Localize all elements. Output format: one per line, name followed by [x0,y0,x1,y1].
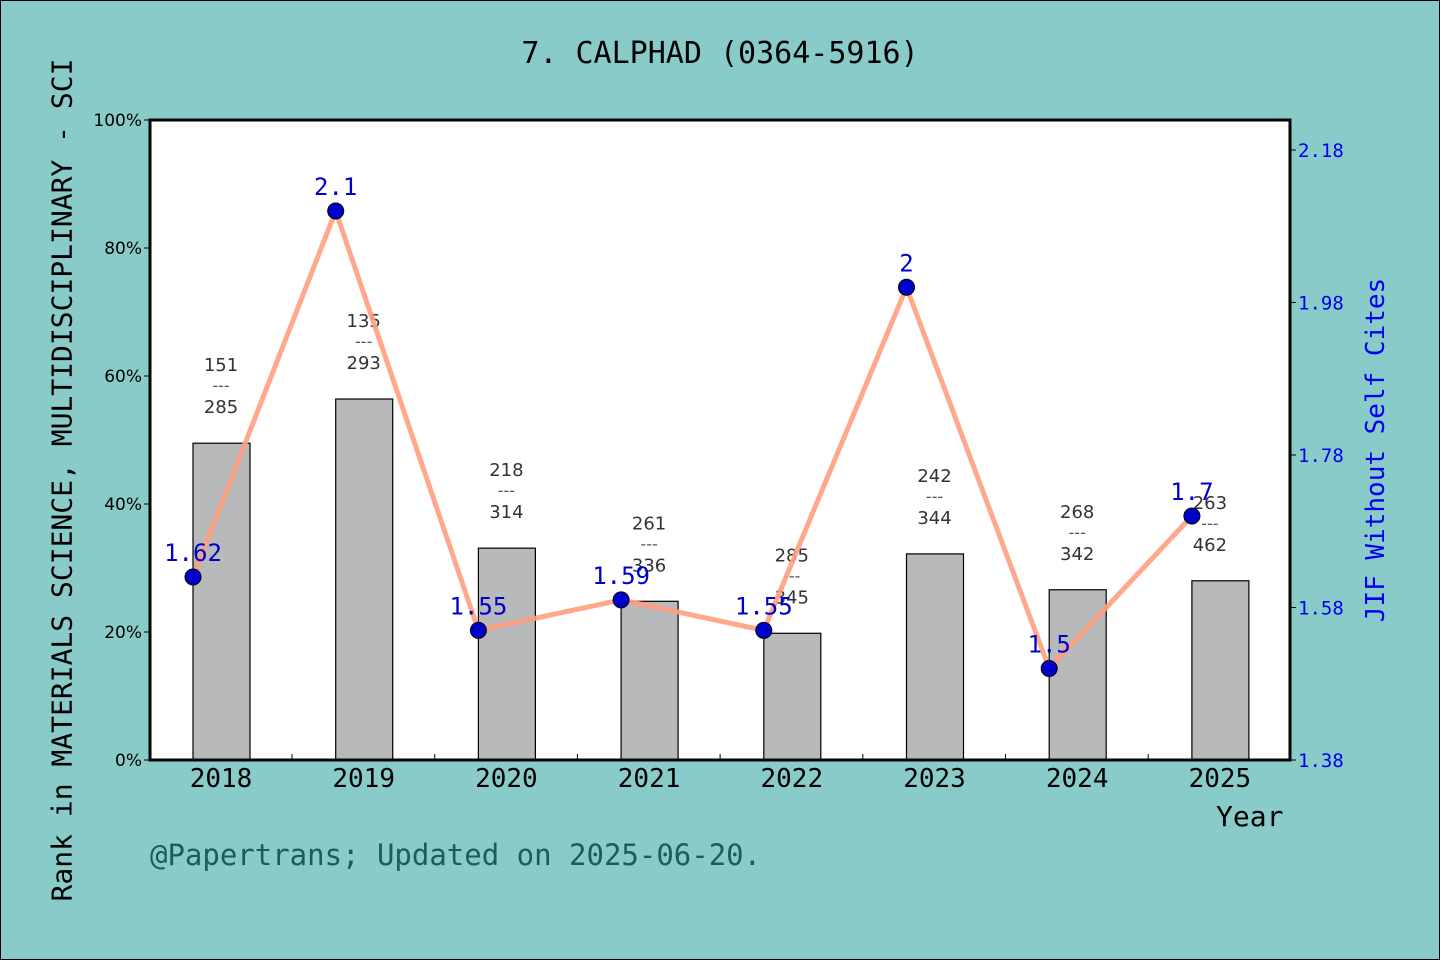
jif-value-2025: 1.7 [1170,478,1213,506]
y-axis-right-label: JIF Without Self Cites [1361,277,1391,623]
plot-area [150,120,1290,760]
rank-divider: --- [1069,523,1086,542]
jif-marker-2023 [898,278,915,296]
bar-2019 [335,398,394,761]
jif-value-2024: 1.5 [1028,631,1071,659]
bar-2018 [192,442,251,761]
bar-2021 [620,600,679,761]
x-tick-label-2019: 2019 [332,764,395,794]
x-axis-label: Year [1216,800,1284,833]
rank-total-2024: 342 [1060,544,1094,565]
y-tick-label: 60% [104,367,142,387]
x-tick-label-2018: 2018 [190,764,253,794]
jif-marker-2019 [327,202,345,220]
y-tick-label: 20% [104,623,142,643]
y-axis-left-label: Rank in MATERIALS SCIENCE, MULTIDISCIPLI… [45,58,79,902]
x-tick-label-2023: 2023 [903,764,966,794]
x-tick-label-2020: 2020 [475,764,538,794]
chart-title: 7. CALPHAD (0364-5916) [521,36,919,71]
jif-value-2023: 2 [899,249,913,277]
rank-divider: --- [498,481,515,500]
jif-line [190,203,1194,674]
rank-label-2022: 285 [775,545,809,566]
rank-label-2020: 218 [489,460,523,481]
jif-value-2018: 1.62 [164,539,222,567]
rank-divider: --- [212,376,229,395]
y-tick-label: 100% [93,111,142,131]
x-tick-label-2021: 2021 [618,764,681,794]
y-tick-label: 80% [104,239,142,259]
x-tick-label-2022: 2022 [760,764,823,794]
rank-divider: --- [640,534,657,553]
rank-total-2021: 336 [632,555,666,576]
bar-2025 [1191,580,1250,761]
jif-marker-2022 [755,621,773,639]
rank-label-2024: 268 [1060,502,1094,523]
rank-total-2025: 462 [1193,535,1227,556]
rank-total-2018: 285 [204,397,238,418]
x-tick-label-2024: 2024 [1046,764,1109,794]
bar-2022 [763,632,822,761]
jif-marker-2021 [612,591,630,609]
y-right-tick-label: 2.18 [1298,140,1344,162]
jif-marker-2024 [1040,660,1058,677]
y-right-tick-label: 1.98 [1298,293,1344,315]
rank-total-2019: 293 [347,353,381,374]
jif-marker-2018 [184,568,202,586]
y-right-tick-label: 1.38 [1298,750,1344,772]
y-right-tick-label: 1.78 [1298,445,1344,467]
rank-label-2025: 263 [1193,493,1227,514]
rank-total-2022: 345 [775,587,809,608]
jif-value-2020: 1.55 [450,592,508,620]
footer-credit: @Papertrans; Updated on 2025-06-20. [150,838,762,872]
jif-value-2019: 2.1 [314,173,357,201]
bar-2020 [477,547,536,761]
rank-divider: --- [355,332,372,351]
jif-marker-2020 [469,621,487,639]
jif-marker-2025 [1183,507,1201,525]
rank-label-2021: 261 [632,513,666,534]
jif-value-2021: 1.59 [592,562,650,590]
jif-value-2022: 1.55 [735,592,793,620]
rank-divider: --- [926,487,943,506]
x-tick-label-2025: 2025 [1189,764,1252,794]
rank-total-2020: 314 [489,502,523,523]
rank-label-2018: 151 [204,355,238,376]
rank-divider: --- [1201,514,1218,533]
rank-total-2023: 344 [917,508,951,529]
y-tick-label: 40% [104,495,142,515]
y-tick-label: 0% [115,751,142,771]
rank-label-2023: 242 [917,466,951,487]
y-right-tick-label: 1.58 [1298,598,1344,620]
bar-2023 [905,553,965,761]
